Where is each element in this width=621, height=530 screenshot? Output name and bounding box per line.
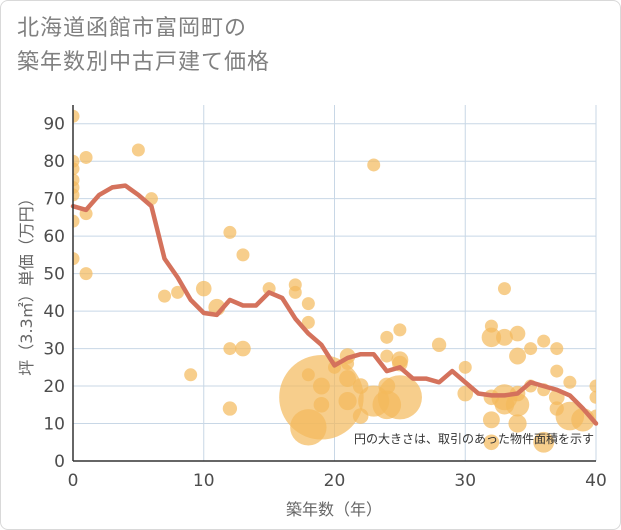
data-bubble xyxy=(235,340,251,357)
data-bubble xyxy=(339,370,357,388)
chart-title: 北海道函館市富岡町の 築年数別中古戸建て価格 xyxy=(17,12,270,80)
data-bubble xyxy=(301,297,315,311)
x-tick-label: 20 xyxy=(324,471,346,491)
y-tick-label: 20 xyxy=(43,377,65,397)
data-bubble xyxy=(509,347,526,365)
data-bubble xyxy=(537,334,551,348)
data-bubble xyxy=(73,252,80,266)
data-bubble xyxy=(79,267,93,281)
data-bubble xyxy=(482,411,500,429)
y-tick-label: 60 xyxy=(43,227,65,247)
data-bubble xyxy=(458,360,472,374)
y-tick-label: 80 xyxy=(43,152,65,172)
data-bubble xyxy=(393,323,407,337)
data-bubble xyxy=(508,414,527,433)
data-bubble xyxy=(79,150,93,164)
y-tick-label: 70 xyxy=(43,190,65,210)
x-tick-label: 30 xyxy=(454,471,476,491)
data-bubble xyxy=(171,285,185,299)
data-bubble xyxy=(550,364,564,378)
data-bubble xyxy=(73,188,80,202)
bubble-layer xyxy=(73,109,596,453)
axes xyxy=(72,105,596,462)
data-bubble xyxy=(497,282,511,296)
data-bubble xyxy=(509,325,526,342)
data-bubble xyxy=(158,289,172,303)
data-bubble xyxy=(195,280,212,297)
data-bubble xyxy=(550,342,564,356)
data-bubble xyxy=(533,431,555,453)
data-bubble xyxy=(457,385,474,402)
y-tick-label: 90 xyxy=(43,115,65,135)
data-bubble xyxy=(380,330,394,344)
data-bubble xyxy=(222,401,238,416)
data-bubble xyxy=(505,393,530,417)
data-bubble xyxy=(483,434,500,451)
x-tick-label: 10 xyxy=(193,471,215,491)
y-tick-label: 0 xyxy=(54,452,65,472)
data-bubble xyxy=(290,409,327,446)
data-bubble xyxy=(313,396,330,413)
tick-labels: 0 10 20 30 40 0 10 20 30 40 50 60 70 80 90 xyxy=(43,115,606,491)
data-bubble xyxy=(73,162,80,176)
y-tick-label: 50 xyxy=(43,265,65,285)
y-tick-label: 40 xyxy=(43,302,65,322)
x-tick-label: 0 xyxy=(68,471,79,491)
data-bubble xyxy=(288,285,302,299)
data-bubble xyxy=(367,158,381,172)
data-bubble xyxy=(301,315,315,329)
data-bubble xyxy=(184,368,198,382)
data-bubble xyxy=(524,342,538,356)
chart-title-line-1: 北海道函館市富岡町の xyxy=(17,16,248,41)
data-bubble xyxy=(563,375,577,389)
data-bubble xyxy=(431,337,447,352)
data-bubble xyxy=(380,349,394,363)
data-bubble xyxy=(589,379,596,393)
data-bubble xyxy=(236,248,250,262)
data-bubble xyxy=(223,225,237,239)
average-price-line xyxy=(70,183,599,426)
x-tick-label: 40 xyxy=(585,471,607,491)
data-bubble xyxy=(481,327,502,348)
y-tick-label: 10 xyxy=(43,415,65,435)
line-layer xyxy=(70,183,599,426)
chart-title-line-2: 築年数別中古戸建て価格 xyxy=(17,50,271,75)
y-tick-label: 30 xyxy=(43,340,65,360)
chart-annotation: 円の大きさは、取引のあった物件面積を示す xyxy=(354,431,594,446)
data-bubble xyxy=(377,375,422,420)
data-bubble xyxy=(131,143,145,157)
data-bubble xyxy=(223,342,237,356)
x-axis-label: 築年数（年） xyxy=(286,500,382,519)
data-bubble xyxy=(496,328,513,346)
data-bubble xyxy=(338,391,357,411)
data-bubble xyxy=(312,377,330,395)
y-axis-label: 坪（3.3㎡）単価（万円） xyxy=(17,190,36,375)
data-bubble xyxy=(73,214,80,228)
data-bubble xyxy=(73,109,80,123)
data-bubble xyxy=(589,390,596,404)
grid-lines xyxy=(73,105,597,461)
